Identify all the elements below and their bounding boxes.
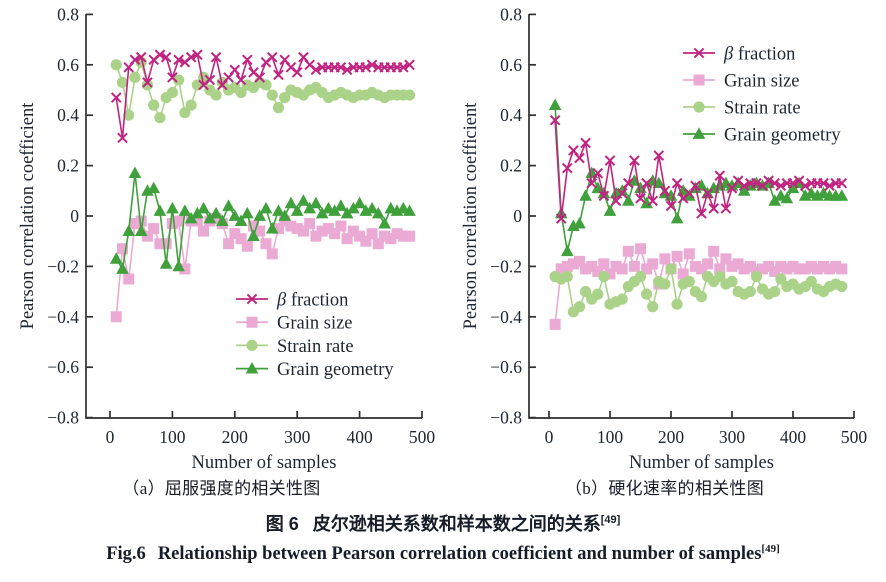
legend-item-grain-geometry: Grain geometry: [236, 360, 394, 380]
legend: β fraction Grain size Strain rate Grain geo…: [683, 45, 841, 146]
figure-number-en: Fig.6: [106, 544, 146, 565]
svg-text:400: 400: [346, 427, 373, 447]
x-axis-label: Number of samples: [629, 453, 774, 472]
legend: β fraction Grain size Strain rate Grain geo…: [236, 291, 394, 380]
svg-text:0: 0: [70, 206, 79, 226]
svg-text:−0.6: −0.6: [490, 357, 522, 377]
tick-labels: 0.8 0.6 0.4 0.2 0 −0.2 −0.4 −0.6 −0.8 0 100 200 300 4…: [490, 4, 867, 447]
series-grain-geometry: [109, 166, 416, 274]
series-beta: [110, 49, 415, 144]
chart-panel-a: 0.8 0.6 0.4 0.2 0 −0.2 −0.4 −0.6 −0.8 0 100 200 300 4…: [18, 4, 435, 472]
series-beta: [549, 114, 848, 224]
legend-item-beta: β fraction: [236, 291, 348, 311]
figure-title-en-text: Relationship between Pearson correlation…: [157, 544, 762, 565]
y-axis-label: Pearson correlation coefficient: [18, 102, 38, 330]
svg-text:0.8: 0.8: [500, 4, 522, 24]
svg-text:Grain size: Grain size: [724, 72, 800, 92]
subcaptions-row: （a）屈服强度的相关性图 （b）硬化速率的相关性图: [0, 474, 886, 499]
figure-title-en: Fig.6 Relationship between Pearson correl…: [0, 543, 886, 565]
svg-text:0.8: 0.8: [57, 4, 79, 24]
axes: [528, 13, 855, 419]
svg-text:−0.4: −0.4: [47, 307, 79, 327]
svg-text:Strain rate: Strain rate: [277, 337, 354, 357]
svg-text:β fraction: β fraction: [276, 291, 348, 311]
axes: [85, 13, 423, 419]
legend-item-grain-size: Grain size: [683, 72, 800, 92]
tick-labels: 0.8 0.6 0.4 0.2 0 −0.2 −0.4 −0.6 −0.8 0 100 200 300 4…: [47, 4, 435, 447]
svg-text:0: 0: [513, 206, 522, 226]
legend-item-strain-rate: Strain rate: [236, 337, 354, 357]
figure-number-zh: 图 6: [265, 514, 299, 534]
svg-text:Grain geometry: Grain geometry: [277, 360, 394, 380]
svg-text:0.4: 0.4: [57, 105, 79, 125]
svg-text:Strain rate: Strain rate: [724, 99, 801, 119]
citation-ref-en: [49]: [761, 543, 780, 555]
svg-text:300: 300: [719, 427, 746, 447]
svg-text:−0.4: −0.4: [490, 307, 522, 327]
series-grain-size: [110, 213, 416, 323]
svg-text:−0.2: −0.2: [490, 256, 522, 276]
svg-text:200: 200: [658, 427, 685, 447]
subcaption-a: （a）屈服强度的相关性图: [122, 479, 321, 498]
figure-title-zh: 图 6 皮尔逊相关系数和样本数之间的关系[49]: [0, 510, 886, 536]
svg-text:0.6: 0.6: [500, 55, 522, 75]
svg-text:100: 100: [159, 427, 186, 447]
svg-text:−0.8: −0.8: [490, 408, 522, 428]
svg-text:0.2: 0.2: [500, 156, 522, 176]
svg-text:0.4: 0.4: [500, 105, 522, 125]
svg-text:500: 500: [841, 427, 868, 447]
figure-title-zh-text: 皮尔逊相关系数和样本数之间的关系: [312, 514, 601, 534]
subcaption-b: （b）硬化速率的相关性图: [564, 479, 765, 498]
svg-text:Grain geometry: Grain geometry: [724, 126, 841, 146]
x-axis-label: Number of samples: [192, 453, 337, 472]
svg-text:−0.2: −0.2: [47, 256, 79, 276]
svg-text:Grain size: Grain size: [277, 314, 353, 334]
svg-text:0: 0: [106, 427, 115, 447]
svg-text:400: 400: [780, 427, 807, 447]
legend-item-grain-size: Grain size: [236, 314, 353, 334]
svg-text:200: 200: [222, 427, 249, 447]
svg-text:500: 500: [409, 427, 436, 447]
chart-panel-b: 0.8 0.6 0.4 0.2 0 −0.2 −0.4 −0.6 −0.8 0 100 200 300 4…: [461, 4, 867, 472]
y-axis-label: Pearson correlation coefficient: [461, 102, 481, 330]
svg-text:β fraction: β fraction: [723, 45, 795, 65]
legend-item-strain-rate: Strain rate: [683, 99, 801, 119]
svg-text:300: 300: [284, 427, 311, 447]
legend-item-grain-geometry: Grain geometry: [683, 126, 841, 146]
series-strain-rate: [549, 263, 848, 318]
legend-item-beta: β fraction: [683, 45, 795, 65]
svg-text:100: 100: [597, 427, 624, 447]
citation-ref-zh: [49]: [600, 514, 621, 526]
svg-text:0: 0: [545, 427, 554, 447]
pearson-correlation-charts: 0.8 0.6 0.4 0.2 0 −0.2 −0.4 −0.6 −0.8 0 100 200 300 4…: [18, 4, 867, 472]
svg-text:0.6: 0.6: [57, 55, 79, 75]
svg-text:−0.8: −0.8: [47, 408, 79, 428]
svg-text:0.2: 0.2: [57, 156, 79, 176]
svg-text:−0.6: −0.6: [47, 357, 79, 377]
